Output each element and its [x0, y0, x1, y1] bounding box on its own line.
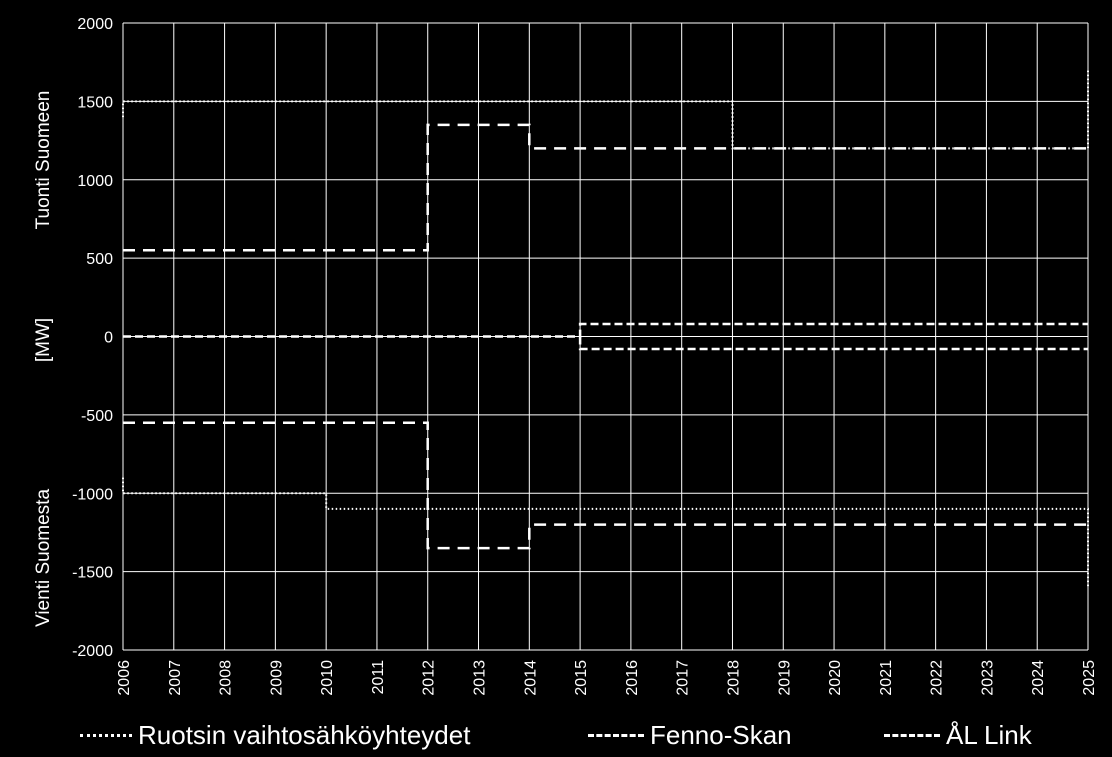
series-line-2-0 — [123, 322, 1088, 338]
y-tick-label: 2000 — [77, 16, 113, 33]
x-tick-label: 2025 — [1081, 660, 1098, 696]
x-tick-label: 2024 — [1030, 660, 1047, 696]
legend-label-al-link: ÅL Link — [946, 719, 1032, 750]
y-tick-label: -1000 — [72, 486, 113, 503]
y-tick-label: 1000 — [77, 173, 113, 190]
legend-label-ruotsin: Ruotsin vaihtosähköyhteydet — [138, 719, 471, 750]
x-tick-label: 2008 — [218, 660, 235, 696]
series-line-1-0 — [123, 123, 1088, 252]
series-lines — [122, 70, 1089, 588]
y-tick-labels: 2000 1500 1000 500 0 -500 -1000 -1500 -2000 — [72, 16, 113, 660]
x-tick-label: 2022 — [929, 660, 946, 696]
x-tick-labels: 2006 2007 2008 2009 2010 2011 2012 2013 2014 2015… — [116, 660, 1098, 696]
series-line-0-0 — [122, 70, 1089, 150]
x-tick-label: 2020 — [827, 660, 844, 696]
x-tick-label: 2021 — [878, 660, 895, 696]
legend-item-ruotsin: Ruotsin vaihtosähköyhteydet — [80, 715, 470, 755]
legend-swatch-short-dashed — [884, 733, 940, 737]
series-line-2-1 — [578, 336, 1088, 351]
x-tick-label: 2018 — [725, 660, 742, 696]
legend-swatch-dotted — [80, 733, 132, 737]
x-tick-label: 2014 — [522, 660, 539, 696]
y-axis-label-bottom: Vienti Suomesta — [33, 489, 54, 627]
x-tick-label: 2015 — [573, 660, 590, 696]
y-tick-label: -500 — [81, 408, 113, 425]
y-tick-label: 0 — [104, 330, 113, 347]
legend-label-fenno-skan: Fenno-Skan — [650, 719, 792, 750]
x-tick-label: 2017 — [675, 660, 692, 696]
x-tick-label: 2009 — [268, 660, 285, 696]
legend-item-fenno-skan: Fenno-Skan — [588, 715, 792, 755]
x-tick-label: 2011 — [370, 660, 387, 695]
x-tick-label: 2016 — [624, 660, 641, 696]
legend-item-al-link: ÅL Link — [884, 715, 1032, 755]
y-tick-label: 500 — [86, 251, 113, 268]
y-axis-label-top: Tuonti Suomeen — [33, 91, 54, 230]
legend: Ruotsin vaihtosähköyhteydet Fenno-Skan Å… — [0, 715, 1112, 755]
x-tick-label: 2019 — [776, 660, 793, 696]
x-tick-label: 2007 — [167, 660, 184, 696]
legend-swatch-dashed — [588, 733, 644, 737]
y-tick-label: 1500 — [77, 94, 113, 111]
chart: 2000 1500 1000 500 0 -500 -1000 -1500 -2000 2006… — [33, 16, 1098, 696]
y-tick-label: -2000 — [72, 643, 113, 660]
series-line-0-1 — [122, 477, 1089, 588]
x-tick-label: 2013 — [472, 660, 489, 696]
series-line-1-1 — [123, 421, 1088, 550]
x-tick-label: 2006 — [116, 660, 133, 696]
x-tick-label: 2023 — [979, 660, 996, 696]
x-tick-label: 2012 — [421, 660, 438, 696]
x-tick-label: 2010 — [319, 660, 336, 696]
y-tick-label: -1500 — [72, 565, 113, 582]
y-axis-unit-label: [MW] — [33, 318, 54, 362]
